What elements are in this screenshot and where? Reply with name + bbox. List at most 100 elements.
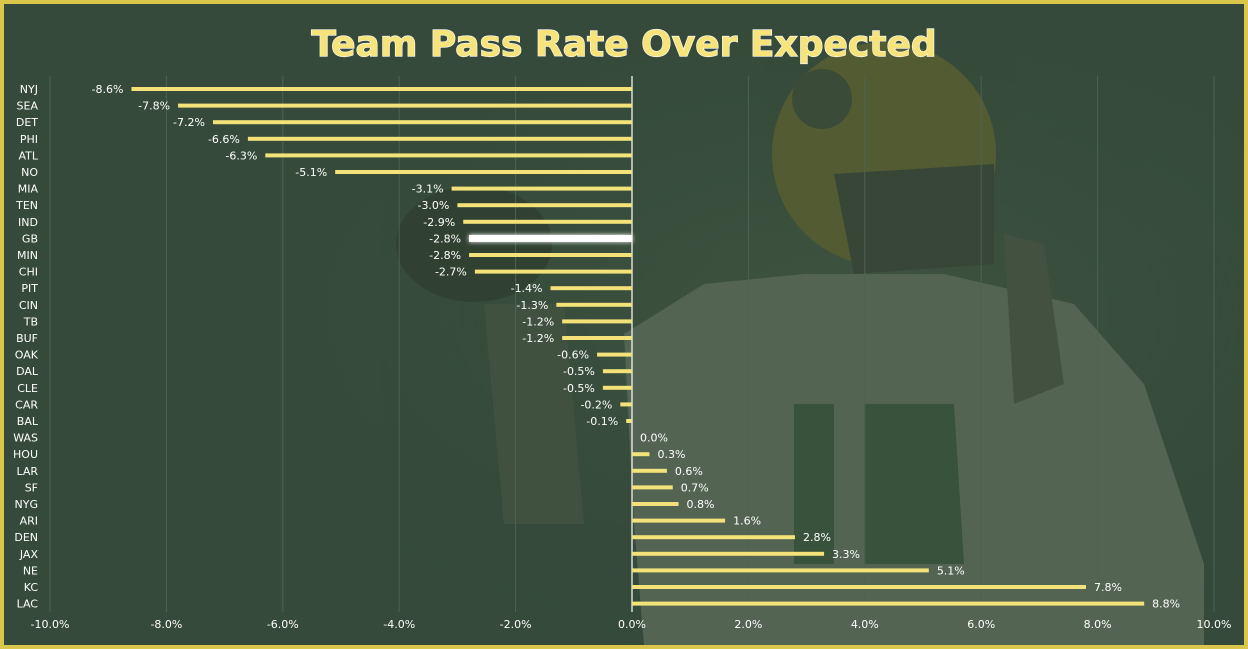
data-label-sea: -7.8% bbox=[138, 100, 170, 113]
bar-buf bbox=[562, 336, 632, 340]
chart-title: Team Pass Rate Over Expected bbox=[311, 24, 936, 65]
bars bbox=[131, 87, 1145, 606]
y-tick-label-phi: PHI bbox=[20, 133, 38, 146]
bar-cin bbox=[556, 302, 632, 307]
y-tick-label-hou: HOU bbox=[13, 448, 38, 461]
y-tick-label-cin: CIN bbox=[19, 299, 38, 312]
y-tick-label-bal: BAL bbox=[17, 415, 39, 428]
bar-jax bbox=[632, 551, 825, 556]
data-label-ari: 1.6% bbox=[733, 515, 761, 528]
bar-lac bbox=[632, 601, 1145, 606]
y-tick-label-jax: JAX bbox=[19, 548, 39, 561]
y-tick-label-nyj: NYJ bbox=[20, 83, 38, 96]
y-tick-label-pit: PIT bbox=[21, 282, 38, 295]
data-labels: -8.6% -7.8%-7.2%-6.6% -6.3% -5.1% -3.1% -3.0%… bbox=[92, 83, 1181, 611]
bar-car bbox=[620, 402, 632, 407]
bar-no bbox=[335, 170, 632, 174]
x-tick-label: -4.0% bbox=[383, 618, 415, 631]
bar-min bbox=[469, 253, 632, 257]
data-label-phi: -6.6% bbox=[208, 133, 240, 146]
bar-atl bbox=[265, 153, 632, 158]
y-tick-label-min: MIN bbox=[17, 249, 38, 262]
bar-mia bbox=[451, 186, 632, 191]
y-axis-labels: NYJ SEA DET PHI ATL NO MIA TEN IND GB MIN CHI PIT CIN… bbox=[13, 83, 39, 611]
y-tick-label-ind: IND bbox=[18, 216, 38, 229]
y-tick-label-kc: KC bbox=[24, 581, 39, 594]
y-tick-label-sea: SEA bbox=[17, 100, 39, 113]
x-tick-label: -10.0% bbox=[31, 618, 70, 631]
data-label-cin: -1.3% bbox=[516, 299, 548, 312]
x-tick-label: 0.0% bbox=[618, 618, 646, 631]
y-tick-label-ten: TEN bbox=[15, 199, 38, 212]
bar-lar bbox=[632, 468, 667, 473]
data-label-no: -5.1% bbox=[295, 166, 327, 179]
grid-lines bbox=[49, 76, 1215, 612]
bar-gb bbox=[469, 234, 632, 242]
data-label-jax: 3.3% bbox=[832, 548, 860, 561]
bar-oak bbox=[597, 352, 632, 357]
y-tick-label-car: CAR bbox=[15, 398, 38, 411]
y-tick-label-lac: LAC bbox=[17, 598, 39, 611]
y-tick-label-dal: DAL bbox=[16, 365, 39, 378]
y-tick-label-sf: SF bbox=[25, 481, 38, 494]
bar-ari bbox=[632, 518, 726, 523]
y-tick-label-ari: ARI bbox=[20, 515, 38, 528]
bar-den bbox=[632, 535, 795, 540]
data-label-cle: -0.5% bbox=[563, 382, 595, 395]
y-tick-label-atl: ATL bbox=[18, 149, 38, 162]
bar-phi bbox=[247, 136, 632, 141]
x-tick-label: 4.0% bbox=[851, 618, 879, 631]
x-tick-label: 10.0% bbox=[1197, 618, 1232, 631]
data-label-atl: -6.3% bbox=[225, 149, 257, 162]
data-label-oak: -0.6% bbox=[557, 349, 589, 362]
bar-det bbox=[212, 120, 632, 125]
x-tick-label: -6.0% bbox=[267, 618, 299, 631]
data-label-lar: 0.6% bbox=[675, 465, 703, 478]
bar-hou bbox=[632, 452, 650, 457]
data-label-hou: 0.3% bbox=[657, 448, 685, 461]
bar-kc bbox=[632, 585, 1086, 589]
y-tick-label-nyg: NYG bbox=[15, 498, 38, 511]
bar-sf bbox=[632, 485, 673, 490]
data-label-den: 2.8% bbox=[803, 531, 831, 544]
arm-shape bbox=[484, 304, 584, 524]
y-tick-label-cle: CLE bbox=[17, 382, 38, 395]
facemask-shape bbox=[834, 164, 994, 274]
y-tick-label-gb: GB bbox=[22, 232, 38, 245]
y-tick-label-det: DET bbox=[16, 116, 38, 129]
bar-ten bbox=[457, 203, 632, 208]
bar-dal bbox=[602, 369, 632, 374]
bar-ind bbox=[463, 219, 632, 224]
y-tick-label-chi: CHI bbox=[19, 266, 38, 279]
data-label-nyg: 0.8% bbox=[687, 498, 715, 511]
data-label-chi: -2.7% bbox=[435, 266, 467, 279]
x-tick-label: -2.0% bbox=[500, 618, 532, 631]
data-label-det: -7.2% bbox=[173, 116, 205, 129]
x-tick-label: 8.0% bbox=[1084, 618, 1112, 631]
x-tick-label: 2.0% bbox=[734, 618, 762, 631]
y-tick-label-oak: OAK bbox=[15, 349, 39, 362]
data-label-min: -2.8% bbox=[429, 249, 461, 262]
data-label-kc: 7.8% bbox=[1094, 581, 1122, 594]
bar-chi bbox=[474, 269, 632, 274]
bar-cle bbox=[602, 385, 632, 390]
helmet-logo-shape bbox=[792, 69, 852, 129]
y-tick-label-ne: NE bbox=[23, 564, 38, 577]
y-tick-label-lar: LAR bbox=[16, 465, 38, 478]
data-label-buf: -1.2% bbox=[522, 332, 554, 345]
data-label-gb: -2.8% bbox=[429, 232, 461, 245]
x-tick-label: -8.0% bbox=[150, 618, 182, 631]
bar-bal bbox=[626, 419, 632, 423]
data-label-ten: -3.0% bbox=[417, 199, 449, 212]
bar-tb bbox=[562, 319, 632, 324]
bar-ne bbox=[632, 568, 929, 573]
jersey-number-shape bbox=[794, 404, 964, 564]
y-tick-label-no: NO bbox=[21, 166, 38, 179]
player-illustration bbox=[4, 4, 1244, 645]
y-tick-label-den: DEN bbox=[14, 531, 38, 544]
bar-pit bbox=[550, 286, 632, 291]
data-label-mia: -3.1% bbox=[412, 183, 444, 196]
data-label-ind: -2.9% bbox=[423, 216, 455, 229]
data-label-nyj: -8.6% bbox=[92, 83, 124, 96]
